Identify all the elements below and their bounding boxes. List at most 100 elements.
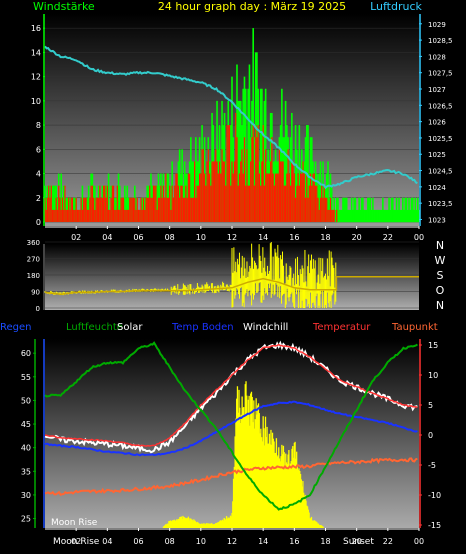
bottom-x-tick-label: 10 bbox=[196, 537, 206, 546]
wind-x-tick-label: 12 bbox=[227, 233, 237, 242]
wind-y-tick-label: 0 bbox=[36, 218, 41, 227]
bottom-x-tick-label: 04 bbox=[102, 537, 112, 546]
compass-label: O bbox=[436, 284, 445, 297]
pressure-y-tick-label: 1028,5 bbox=[428, 37, 453, 45]
direction-y-tick-label: 180 bbox=[27, 272, 40, 280]
wind-x-tick-label: 00 bbox=[414, 233, 424, 242]
temp-y-tick-label: -5 bbox=[428, 461, 436, 470]
wind-direction-scatter bbox=[44, 242, 337, 308]
legend-item: Temperatur bbox=[312, 322, 371, 333]
direction-y-tick-label: 0 bbox=[36, 305, 40, 313]
legend-item: Windchill bbox=[243, 322, 288, 333]
temp-y-tick-label: 0 bbox=[428, 431, 433, 440]
humidity-y-axis-ticks: 25 30 35 40 45 50 55 60 bbox=[21, 339, 45, 528]
direction-y-tick-label: 360 bbox=[27, 239, 40, 247]
wind-x-tick-label: 16 bbox=[289, 233, 299, 242]
legend-item: Solar bbox=[117, 322, 143, 333]
wind-axis-label: Windstärke bbox=[33, 0, 95, 13]
pressure-axis-label: Luftdruck bbox=[370, 0, 422, 13]
wind-y-tick-label: 16 bbox=[31, 24, 41, 33]
compass-label: W bbox=[435, 254, 446, 267]
wind-x-tick-label: 14 bbox=[258, 233, 268, 242]
bottom-x-tick-label: 20 bbox=[352, 537, 362, 546]
chart-title: 24 hour graph day : März 19 2025 bbox=[158, 0, 346, 13]
pressure-y-tick-label: 1027,5 bbox=[428, 70, 453, 78]
moon-rise-annotation: Moon Rise bbox=[51, 518, 98, 528]
wind-y-tick-label: 4 bbox=[36, 170, 41, 179]
pressure-y-tick-label: 1023,5 bbox=[428, 200, 453, 208]
dewpoint-series-line bbox=[44, 457, 418, 497]
wind-y-tick-label: 8 bbox=[36, 121, 41, 130]
bottom-x-tick-label: 00 bbox=[414, 537, 424, 546]
wind-y-axis-ticks: 0 2 4 6 8 10 12 14 16 bbox=[31, 14, 45, 227]
wind-x-tick-label: 08 bbox=[165, 233, 175, 242]
bottom-x-tick-label: 12 bbox=[227, 537, 237, 546]
temp-y-tick-label: 10 bbox=[428, 371, 438, 380]
pressure-y-axis-ticks: 1023 1023,5 1024 1024,5 1025 1025,5 1026 1026,5… bbox=[419, 14, 453, 226]
bottom-x-tick-label: 16 bbox=[289, 537, 299, 546]
wind-x-axis-ticks: 02 04 06 08 10 12 14 16 18 20 22 00 bbox=[45, 226, 424, 242]
pressure-y-tick-label: 1028 bbox=[428, 53, 446, 61]
pressure-y-tick-label: 1025,5 bbox=[428, 135, 453, 143]
wind-y-tick-label: 2 bbox=[36, 194, 41, 203]
temp-y-tick-label: 5 bbox=[428, 401, 433, 410]
wind-x-tick-label: 22 bbox=[383, 233, 393, 242]
soil-temp-series-line bbox=[44, 400, 418, 457]
humidity-y-tick-label: 30 bbox=[21, 491, 31, 500]
bottom-x-tick-label: 14 bbox=[258, 537, 268, 546]
temp-y-tick-label: -15 bbox=[428, 521, 441, 530]
wind-x-tick-label: 20 bbox=[352, 233, 362, 242]
humidity-series-line bbox=[44, 341, 418, 511]
pressure-y-tick-label: 1025 bbox=[428, 151, 446, 159]
temp-humidity-plot-area bbox=[45, 339, 419, 528]
compass-label: S bbox=[437, 269, 444, 282]
pressure-y-tick-label: 1023 bbox=[428, 216, 446, 224]
wind-x-tick-label: 18 bbox=[320, 233, 330, 242]
pressure-y-tick-label: 1027 bbox=[428, 86, 446, 94]
humidity-y-tick-label: 25 bbox=[21, 515, 31, 524]
wind-x-tick-label: 10 bbox=[196, 233, 206, 242]
solar-series bbox=[162, 381, 324, 528]
wind-y-tick-label: 10 bbox=[31, 97, 41, 106]
pressure-y-tick-label: 1024,5 bbox=[428, 168, 453, 176]
legend-item: Luftfeuchte bbox=[66, 322, 123, 333]
humidity-y-tick-label: 60 bbox=[21, 349, 31, 358]
compass-label: N bbox=[436, 299, 444, 312]
wind-y-tick-label: 12 bbox=[31, 73, 41, 82]
moon-rise-annotation-bottom: Moon Rise bbox=[53, 537, 100, 547]
temperature-series-line bbox=[44, 343, 418, 447]
legend-item: Regen bbox=[0, 322, 32, 333]
bottom-x-tick-label: 18 bbox=[320, 537, 330, 546]
pressure-y-tick-label: 1024 bbox=[428, 184, 446, 192]
sunset-annotation: Sunset bbox=[343, 537, 374, 547]
legend-item: Temp Boden bbox=[171, 322, 234, 333]
humidity-y-tick-label: 55 bbox=[21, 373, 31, 382]
humidity-y-tick-label: 50 bbox=[21, 396, 31, 405]
wind-x-tick-label: 02 bbox=[71, 233, 81, 242]
bottom-x-tick-label: 22 bbox=[383, 537, 393, 546]
temp-y-tick-label: -10 bbox=[428, 491, 441, 500]
bottom-x-tick-label: 02 bbox=[71, 537, 81, 546]
wind-y-tick-label: 6 bbox=[36, 145, 41, 154]
pressure-series-line bbox=[44, 45, 418, 190]
wind-x-tick-label: 06 bbox=[133, 233, 143, 242]
pressure-y-tick-label: 1026,5 bbox=[428, 102, 453, 110]
wind-direction-line bbox=[44, 276, 419, 296]
legend-item: Taupunkt bbox=[391, 322, 438, 333]
temp-y-axis-ticks: -15 -10 -5 0 5 10 15 bbox=[419, 339, 441, 530]
direction-y-tick-label: 270 bbox=[27, 256, 40, 264]
bottom-x-tick-label: 06 bbox=[133, 537, 143, 546]
wind-x-tick-label: 04 bbox=[102, 233, 112, 242]
humidity-y-tick-label: 45 bbox=[21, 420, 31, 429]
temp-y-tick-label: 15 bbox=[428, 341, 438, 350]
pressure-y-tick-label: 1026 bbox=[428, 119, 446, 127]
wind-y-tick-label: 14 bbox=[31, 48, 41, 57]
pressure-y-tick-label: 1029 bbox=[428, 21, 446, 29]
humidity-y-tick-label: 40 bbox=[21, 444, 31, 453]
humidity-y-tick-label: 35 bbox=[21, 467, 31, 476]
